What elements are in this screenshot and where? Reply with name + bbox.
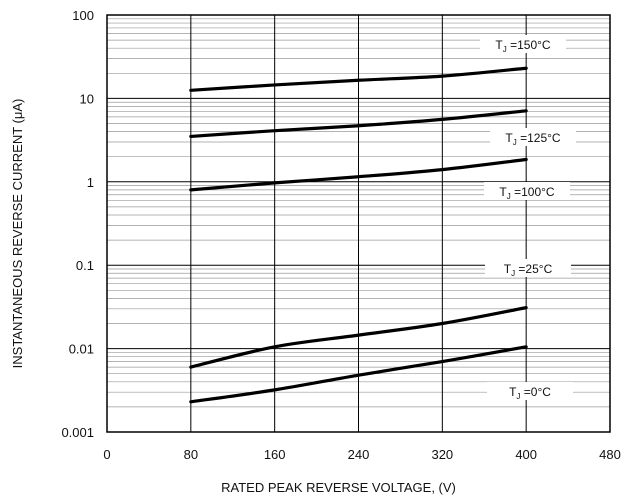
major-grid: [106, 14, 611, 433]
series-label: TJ =125°C: [505, 131, 561, 147]
series-label-bg: [480, 35, 566, 53]
series-label: TJ =25°C: [504, 262, 553, 278]
series-line: [189, 306, 528, 369]
series-line: [189, 66, 528, 92]
series-label: TJ =100°C: [499, 185, 555, 201]
x-axis-label: RATED PEAK REVERSE VOLTAGE, (V): [221, 480, 456, 495]
y-tick-label: 100: [72, 8, 94, 23]
series-label-bg: [485, 259, 571, 277]
x-tick-label: 80: [184, 447, 198, 462]
series-line: [189, 109, 528, 139]
y-tick-label: 0.001: [61, 425, 94, 440]
x-tick-label: 160: [264, 447, 286, 462]
x-tick-label: 400: [515, 447, 537, 462]
series-line: [189, 345, 528, 404]
series-lines: [189, 66, 528, 404]
series-label: TJ =150°C: [495, 38, 551, 54]
x-tick-label: 320: [431, 447, 453, 462]
x-tick-label: 240: [348, 447, 370, 462]
x-tick-labels: 0 80 160 240 320 400 480: [103, 447, 620, 462]
y-tick-label: 0.01: [69, 342, 94, 357]
y-tick-label: 0.1: [76, 258, 94, 273]
x-tick-label: 0: [103, 447, 110, 462]
series-label-bg: [490, 128, 576, 146]
series-labels: TJ =150°C TJ =125°C TJ =100°C TJ =25°C TJ =0…: [480, 35, 576, 401]
series-line: [189, 157, 528, 192]
y-axis-label: INSTANTANEOUS REVERSE CURRENT (μA): [10, 99, 25, 369]
y-tick-label: 1: [87, 175, 94, 190]
y-tick-label: 10: [80, 91, 94, 106]
series-label: TJ =0°C: [509, 385, 551, 401]
plot-frame: [106, 14, 611, 433]
series-label-bg: [484, 182, 570, 200]
y-tick-labels: 0.001 0.01 0.1 1 10 100: [61, 8, 94, 440]
series-label-bg: [487, 382, 573, 400]
x-tick-label: 480: [599, 447, 621, 462]
